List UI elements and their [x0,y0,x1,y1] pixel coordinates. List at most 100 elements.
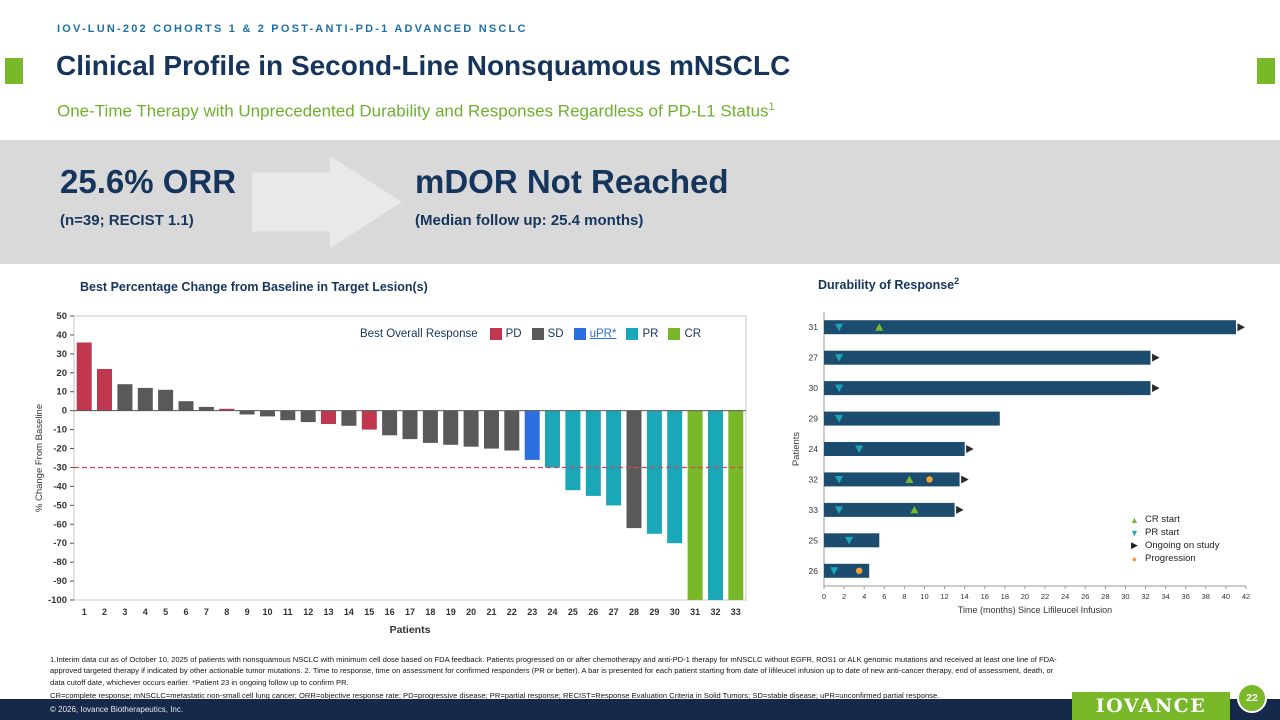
svg-text:40: 40 [56,330,67,341]
svg-text:-10: -10 [53,425,67,436]
svg-text:20: 20 [466,607,476,617]
svg-text:30: 30 [670,607,680,617]
legend-item: ● Progression [1128,553,1219,564]
footer-bar: © 2026, Iovance Biotherapeutics, Inc. [0,699,1280,720]
svg-text:26: 26 [1081,592,1089,601]
footnotes: 1.Interim data cut as of October 10, 202… [50,654,1065,702]
svg-text:14: 14 [960,592,968,601]
svg-text:Time (months) Since Lifileucel: Time (months) Since Lifileucel Infusion [958,605,1112,615]
svg-text:23: 23 [527,607,537,617]
legend-swatch [668,328,681,340]
legend-item: PD [489,328,522,340]
svg-text:4: 4 [862,592,866,601]
svg-text:% Change From Baseline: % Change From Baseline [34,404,45,512]
svg-text:-90: -90 [53,576,67,587]
svg-text:22: 22 [507,607,517,617]
svg-text:42: 42 [1242,592,1250,601]
svg-text:32: 32 [710,607,720,617]
legend-item: ▲ CR start [1128,514,1219,525]
svg-text:0: 0 [62,406,67,417]
svg-text:-80: -80 [53,557,67,568]
svg-text:2: 2 [842,592,846,601]
svg-text:22: 22 [1041,592,1049,601]
right-arrow-icon [252,156,402,248]
svg-text:10: 10 [920,592,928,601]
svg-text:15: 15 [364,607,374,617]
svg-text:25: 25 [568,607,578,617]
mdor-stat: mDOR Not Reached (Median follow up: 25.4… [415,163,729,230]
svg-text:20: 20 [1021,592,1029,601]
footnote-1: 1.Interim data cut as of October 10, 202… [50,655,1057,687]
svg-text:32: 32 [1141,592,1149,601]
svg-text:17: 17 [405,607,415,617]
svg-text:-50: -50 [53,500,67,511]
waterfall-svg: 50 40 30 20 10 0 -10 -20 -30 -40 -50 -60 -70 -80 -90 -1… [30,300,770,655]
triangle-down-icon: ▼ [1130,527,1139,538]
svg-text:36: 36 [1182,592,1190,601]
svg-text:8: 8 [902,592,906,601]
svg-text:29: 29 [809,414,819,424]
svg-text:33: 33 [731,607,741,617]
svg-text:19: 19 [446,607,456,617]
legend-swatch [573,328,586,340]
swimmer-chart-title: Durability of Response2 [818,276,1274,292]
orr-value: 25.6% ORR [60,163,237,200]
svg-text:50: 50 [56,311,67,322]
svg-text:-100: -100 [48,595,67,606]
mdor-subtext: (Median follow up: 25.4 months) [415,212,644,230]
legend-item: uPR* [573,328,616,340]
svg-text:Patients: Patients [390,624,431,636]
svg-text:-20: -20 [53,444,67,455]
svg-text:24: 24 [547,607,557,617]
orr-stat: 25.6% ORR (n=39; RECIST 1.1) [60,163,237,230]
svg-text:8: 8 [224,607,229,617]
swimmer-title-text: Durability of Response [818,278,955,293]
legend-item: CR [668,328,701,340]
svg-text:7: 7 [204,607,209,617]
orr-subtext: (n=39; RECIST 1.1) [60,212,194,230]
svg-text:33: 33 [809,505,819,515]
legend-swatch [489,328,502,340]
footnote-abbreviations: CR=complete response; mNSCLC=metastatic … [50,691,940,701]
page-number-badge: 22 [1237,683,1267,713]
arrow-right-icon: ▶ [1131,540,1138,550]
svg-text:21: 21 [486,607,496,617]
legend-swatch [626,328,639,340]
svg-text:29: 29 [649,607,659,617]
svg-text:1: 1 [82,607,87,617]
svg-text:16: 16 [981,592,989,601]
page-title: Clinical Profile in Second-Line Nonsquam… [56,50,791,81]
svg-text:30: 30 [56,349,67,360]
copyright-text: © 2026, Iovance Biotherapeutics, Inc. [50,705,184,714]
svg-text:32: 32 [809,475,819,485]
svg-text:-60: -60 [53,519,67,530]
legend-item: ▼ PR start [1128,527,1219,538]
swimmer-svg: 31 27 30 29 24 32 33 25 26 0 2 4 6 8 10 12 14 16 18 20 22 24 2… [790,298,1274,647]
svg-text:26: 26 [588,607,598,617]
svg-text:6: 6 [183,607,188,617]
svg-text:18: 18 [425,607,435,617]
svg-text:28: 28 [629,607,639,617]
svg-text:34: 34 [1161,592,1169,601]
svg-text:10: 10 [262,607,272,617]
svg-text:-40: -40 [53,481,67,492]
circle-icon: ● [1131,553,1138,564]
waterfall-legend: Best Overall Response PD SD uPR* PR CR [360,328,701,340]
subtitle-superscript: 1 [768,101,775,113]
waterfall-legend-title: Best Overall Response [360,328,478,340]
legend-item: SD [531,328,564,340]
swimmer-title-superscript: 2 [954,276,960,286]
legend-swatch [531,328,544,340]
svg-text:16: 16 [385,607,395,617]
svg-text:30: 30 [1121,592,1129,601]
svg-text:24: 24 [1061,592,1069,601]
svg-text:14: 14 [344,607,354,617]
waterfall-chart-title: Best Percentage Change from Baseline in … [80,280,428,294]
legend-item: ▶ Ongoing on study [1128,540,1219,551]
svg-text:31: 31 [809,322,819,332]
accent-square-right [1257,58,1275,84]
svg-text:-70: -70 [53,538,67,549]
svg-text:24: 24 [809,444,819,454]
svg-text:25: 25 [809,535,819,545]
